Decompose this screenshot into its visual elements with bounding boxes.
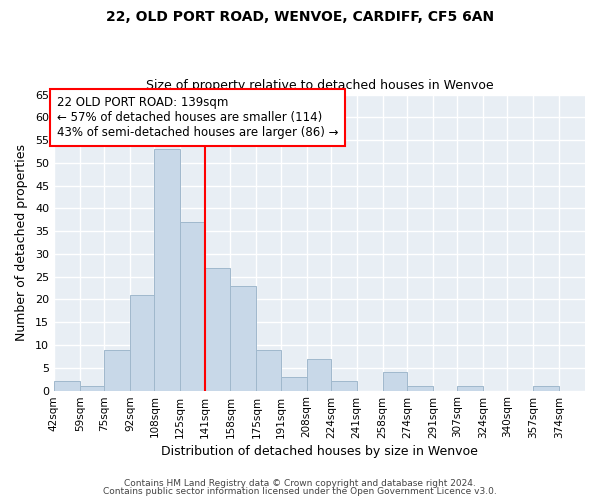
Title: Size of property relative to detached houses in Wenvoe: Size of property relative to detached ho… [146, 79, 493, 92]
Bar [307, 358, 331, 390]
Bar [457, 386, 483, 390]
Bar [407, 386, 433, 390]
Text: 22, OLD PORT ROAD, WENVOE, CARDIFF, CF5 6AN: 22, OLD PORT ROAD, WENVOE, CARDIFF, CF5 … [106, 10, 494, 24]
Bar [154, 149, 180, 390]
X-axis label: Distribution of detached houses by size in Wenvoe: Distribution of detached houses by size … [161, 444, 478, 458]
Bar [130, 295, 154, 390]
Bar [331, 382, 357, 390]
Bar [104, 350, 130, 391]
Text: Contains public sector information licensed under the Open Government Licence v3: Contains public sector information licen… [103, 487, 497, 496]
Bar [533, 386, 559, 390]
Bar [54, 382, 80, 390]
Bar [80, 386, 104, 390]
Text: 22 OLD PORT ROAD: 139sqm
← 57% of detached houses are smaller (114)
43% of semi-: 22 OLD PORT ROAD: 139sqm ← 57% of detach… [56, 96, 338, 139]
Bar [230, 286, 256, 391]
Bar [383, 372, 407, 390]
Bar [205, 268, 230, 390]
Bar [281, 377, 307, 390]
Y-axis label: Number of detached properties: Number of detached properties [15, 144, 28, 341]
Bar [180, 222, 205, 390]
Text: Contains HM Land Registry data © Crown copyright and database right 2024.: Contains HM Land Registry data © Crown c… [124, 478, 476, 488]
Bar [256, 350, 281, 391]
